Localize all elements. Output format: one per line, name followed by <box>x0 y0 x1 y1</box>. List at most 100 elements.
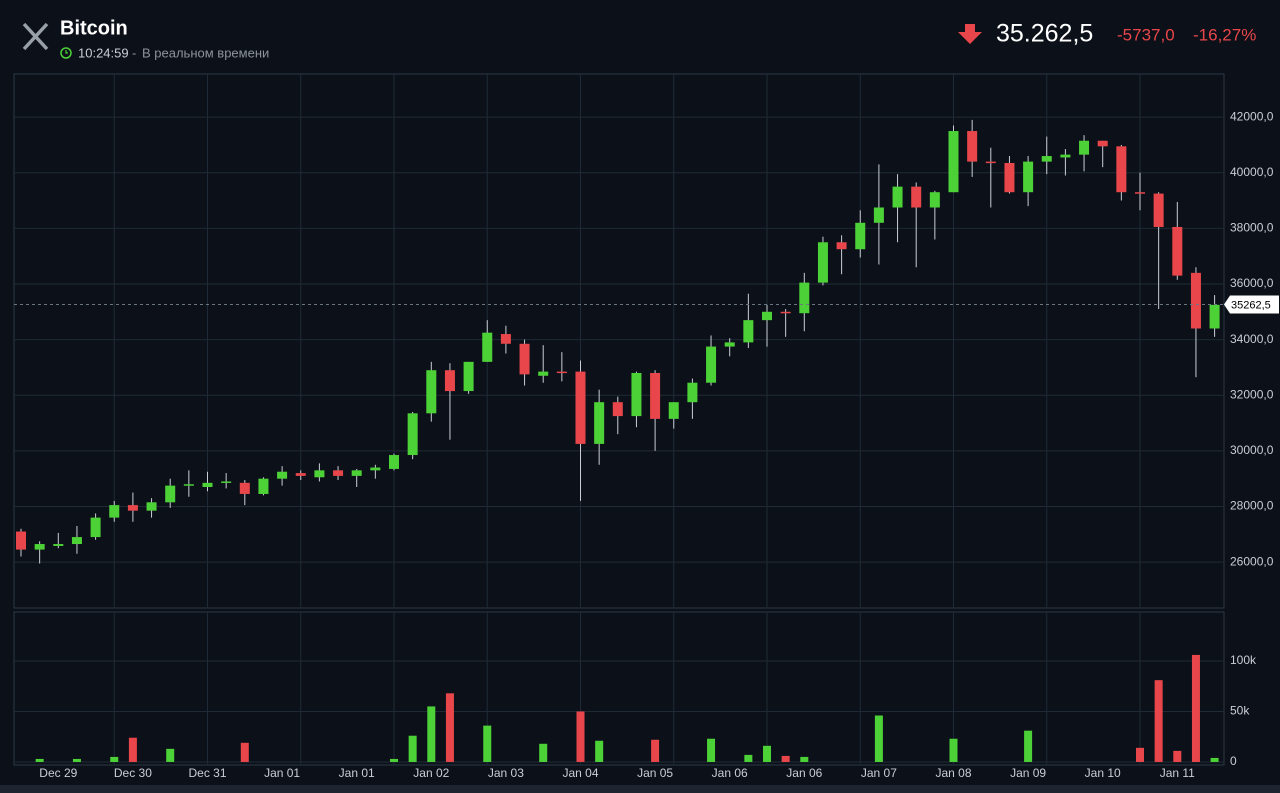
x-tick-label: Jan 05 <box>637 766 673 780</box>
x-tick-label: Jan 11 <box>1160 766 1195 780</box>
candle-body <box>985 161 996 164</box>
separator: - <box>132 45 136 60</box>
candle-body <box>762 311 772 321</box>
candle-body <box>1023 161 1034 193</box>
candle-body <box>500 334 511 344</box>
x-tick-label: Jan 07 <box>861 766 897 780</box>
x-tick-label: Jan 08 <box>935 766 971 780</box>
price: 35.262,5 <box>996 20 1093 48</box>
time: 10:24:59 <box>78 45 129 60</box>
candle-body <box>202 482 213 488</box>
bottom-bar <box>0 785 1280 793</box>
volume-bar <box>576 711 585 762</box>
clock-hand <box>65 50 68 54</box>
volume-bar <box>445 693 454 762</box>
candle-body <box>967 131 978 162</box>
x-tick-label: Jan 10 <box>1085 766 1121 780</box>
candle-body <box>444 370 455 392</box>
candle-body <box>239 482 250 494</box>
candle-body <box>855 222 866 250</box>
x-tick-label: Jan 06 <box>712 766 748 780</box>
close-button[interactable] <box>22 22 49 51</box>
candle-body <box>594 402 605 444</box>
candle-body <box>1153 193 1164 227</box>
price-change: -5737,0 <box>1117 25 1175 44</box>
candle-body <box>892 186 903 208</box>
x-tick-label: Jan 01 <box>264 766 300 780</box>
y-tick-label: 42000,0 <box>1230 109 1274 123</box>
volume-bar <box>763 745 771 762</box>
volume-bar <box>427 706 436 762</box>
candle-body <box>277 471 288 479</box>
candle-body <box>463 361 474 392</box>
volume-bar <box>483 725 492 762</box>
last-price-tag-bg <box>1224 295 1279 314</box>
y-tick-label: 36000,0 <box>1230 276 1274 290</box>
candle-body <box>1190 272 1201 329</box>
candle-body <box>650 372 661 419</box>
status: В реальном времени <box>142 45 269 60</box>
price-panel <box>13 73 1225 609</box>
candle-body <box>1135 192 1145 194</box>
volume-bar <box>1136 747 1144 762</box>
y-tick-label: 100k <box>1230 653 1257 667</box>
volume-bar <box>1210 757 1219 762</box>
volume-bar <box>128 737 137 762</box>
candle-body <box>1172 226 1183 276</box>
y-tick-label: 40000,0 <box>1230 165 1274 179</box>
x-tick-label: Jan 04 <box>562 766 598 780</box>
x-tick-label: Jan 06 <box>786 766 822 780</box>
candle-body <box>426 370 437 414</box>
clock-icon <box>60 47 72 59</box>
volume-bar <box>35 758 44 762</box>
candle-body <box>127 505 138 511</box>
candle-body <box>873 207 884 223</box>
candle-body <box>370 467 381 471</box>
y-tick-label: 32000,0 <box>1230 387 1274 401</box>
candle-body <box>929 192 940 208</box>
candle-body <box>295 473 306 476</box>
candle-body <box>556 371 567 374</box>
candle-body <box>706 346 717 383</box>
volume-bar <box>408 735 417 762</box>
volume-panel <box>13 611 1225 766</box>
volume-bar <box>949 738 958 762</box>
price-change-pct: -16,27% <box>1193 25 1256 44</box>
y-tick-label: 28000,0 <box>1230 499 1274 513</box>
candle-body <box>799 282 810 314</box>
candle-body <box>53 544 64 546</box>
candle-body <box>911 186 922 208</box>
close-icon <box>22 22 49 51</box>
candle-body <box>146 502 157 511</box>
candle-body <box>836 242 847 250</box>
candle-body <box>1079 140 1090 155</box>
candle-body <box>575 371 586 444</box>
volume-bar <box>744 754 753 762</box>
candle-body <box>1041 156 1052 162</box>
volume-bar <box>707 738 716 762</box>
candle-body <box>668 402 679 419</box>
candle-body <box>1209 304 1220 329</box>
candle-body <box>482 332 493 362</box>
volume-bar <box>651 739 660 762</box>
candle-body <box>817 242 828 283</box>
volume-bar <box>1024 730 1033 762</box>
y-tick-label: 26000,0 <box>1230 554 1274 568</box>
volume-bar <box>72 758 81 762</box>
y-tick-label: 30000,0 <box>1230 443 1274 457</box>
candle-body <box>389 455 399 469</box>
candle-body <box>780 311 791 314</box>
x-tick-label: Dec 30 <box>114 766 152 780</box>
volume-bar <box>390 758 398 762</box>
candle-body <box>538 371 549 376</box>
candle-body <box>351 470 362 476</box>
candle-body <box>71 537 82 545</box>
volume-bar <box>1173 750 1182 762</box>
volume-bar <box>800 756 809 762</box>
x-tick-label: Dec 29 <box>39 766 77 780</box>
x-tick-label: Jan 01 <box>339 766 375 780</box>
candle-body <box>165 485 176 503</box>
y-tick-label: 0 <box>1230 754 1237 768</box>
candle-body <box>948 131 959 193</box>
down-arrow <box>958 24 982 44</box>
